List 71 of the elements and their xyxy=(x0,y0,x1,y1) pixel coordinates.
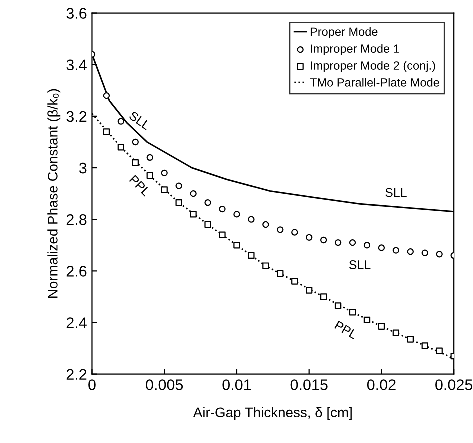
point xyxy=(422,250,428,256)
point xyxy=(436,251,443,258)
y-tick-label: 2.2 xyxy=(66,369,87,380)
point xyxy=(292,278,298,285)
y-axis-title: Normalized Phase Constant (β/k₀) xyxy=(48,89,61,298)
point xyxy=(407,248,414,256)
point xyxy=(436,348,443,354)
point xyxy=(378,244,386,252)
y-tick-label: 3.4 xyxy=(66,60,87,71)
legend-label: Proper Mode xyxy=(310,27,378,38)
annotation: PPL xyxy=(334,320,358,340)
point xyxy=(378,323,386,330)
point xyxy=(320,294,328,300)
point xyxy=(364,242,371,249)
y-tick-label: 2.6 xyxy=(66,266,87,277)
x-tick-label: 0 xyxy=(88,380,96,390)
point xyxy=(132,138,139,146)
point xyxy=(103,92,110,100)
point xyxy=(146,154,154,162)
annotation: SLL xyxy=(386,188,407,198)
x-tick-label: 0.02 xyxy=(367,380,396,390)
point xyxy=(364,316,371,324)
point xyxy=(334,239,342,246)
point xyxy=(334,302,342,310)
y-tick-label: 3 xyxy=(79,162,87,174)
x-axis-title: Air-Gap Thickness, δ [cm] xyxy=(193,407,352,420)
point xyxy=(262,221,270,228)
point xyxy=(190,190,197,198)
point xyxy=(204,200,212,206)
point xyxy=(132,160,139,166)
point xyxy=(349,239,356,246)
point xyxy=(219,232,226,238)
point xyxy=(234,211,240,218)
point xyxy=(161,170,168,177)
point xyxy=(204,221,212,228)
x-tick-label: 0.005 xyxy=(146,380,184,390)
point xyxy=(392,247,400,254)
point xyxy=(118,144,125,151)
point xyxy=(277,270,284,278)
point xyxy=(407,336,414,343)
point xyxy=(306,234,313,241)
annotation: SLL xyxy=(349,260,371,270)
point xyxy=(103,128,110,136)
point xyxy=(176,182,182,190)
y-tick-label: 3.2 xyxy=(66,111,87,122)
point xyxy=(176,200,182,206)
point xyxy=(161,186,168,194)
point xyxy=(248,252,255,260)
legend-label: Improper Mode 1 xyxy=(311,44,400,56)
y-tick-label: 2.8 xyxy=(66,214,87,226)
point xyxy=(392,330,400,336)
x-tick-label: 0.015 xyxy=(290,380,328,390)
legend-label: TMo Parallel-Plate Mode xyxy=(310,78,440,87)
x-tick-label: 0.01 xyxy=(222,380,252,390)
x-tick-label: 0.025 xyxy=(436,380,473,390)
point xyxy=(248,216,255,223)
point xyxy=(118,118,125,125)
legend-label: Improper Mode 2 (conj.) xyxy=(311,61,436,72)
y-tick-label: 2.4 xyxy=(66,318,87,328)
point xyxy=(219,206,226,213)
point xyxy=(262,262,270,270)
y-tick-label: 3.6 xyxy=(66,8,87,19)
point xyxy=(190,211,197,218)
point xyxy=(234,242,240,249)
point xyxy=(277,226,284,234)
point xyxy=(292,229,298,236)
annotation: SLL xyxy=(128,111,152,130)
point xyxy=(320,236,328,244)
point xyxy=(422,342,428,350)
point xyxy=(349,309,356,316)
point xyxy=(306,287,313,294)
